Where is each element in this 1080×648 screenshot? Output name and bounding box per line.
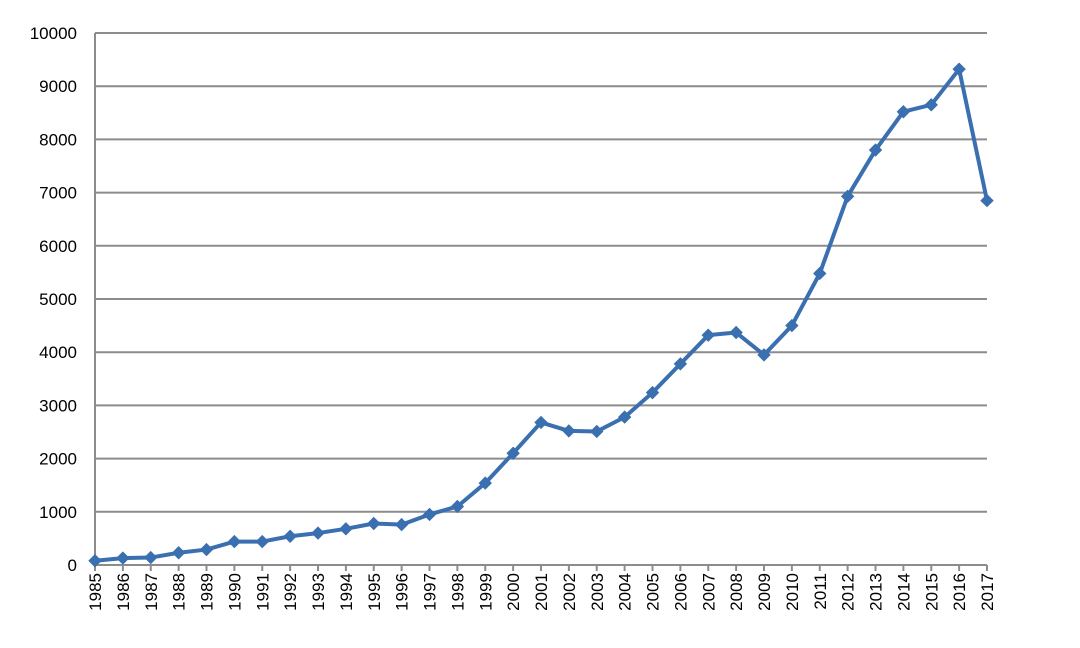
x-tick-label: 1996: [393, 573, 412, 611]
y-tick-label: 7000: [39, 184, 77, 203]
x-tick-label: 2002: [560, 573, 579, 611]
data-point-marker: [645, 385, 660, 400]
x-tick-label: 2006: [671, 573, 690, 611]
data-point-marker: [840, 189, 855, 204]
x-tick-label: 1999: [476, 573, 495, 611]
data-point-marker: [506, 446, 520, 460]
y-tick-label: 9000: [39, 77, 77, 96]
y-tick-label: 6000: [39, 237, 77, 256]
y-tick-label: 5000: [39, 290, 77, 309]
x-tick-label: 2017: [978, 573, 997, 611]
data-point-marker: [227, 534, 242, 549]
x-tick-label: 2008: [727, 573, 746, 611]
data-point-marker: [478, 476, 492, 490]
data-point-marker: [868, 143, 883, 157]
data-point-marker: [590, 424, 604, 439]
data-point-marker: [116, 551, 130, 565]
axes: [94, 33, 988, 571]
y-axis-tick-labels: 0 1000 2000 3000 4000 5000 6000 7000 8000 9000 100…: [30, 24, 77, 575]
x-tick-label: 2004: [616, 573, 635, 611]
y-tick-label: 0: [68, 556, 77, 575]
x-tick-label: 1997: [421, 573, 440, 611]
data-point-marker: [924, 98, 938, 112]
x-tick-label: 1986: [114, 573, 133, 611]
data-point-marker: [701, 328, 715, 342]
series-0: [88, 62, 994, 568]
data-point-marker: [88, 554, 102, 568]
data-point-marker: [617, 410, 632, 424]
data-point-marker: [673, 357, 688, 371]
x-tick-label: 1995: [365, 573, 384, 611]
data-point-marker: [450, 499, 465, 514]
series-line: [93, 67, 989, 563]
y-tick-label: 1000: [39, 503, 77, 522]
y-tick-label: 10000: [30, 24, 77, 43]
y-tick-label: 3000: [39, 396, 77, 415]
y-tick-label: 2000: [39, 450, 77, 469]
data-point-marker: [896, 105, 911, 119]
data-point-marker: [394, 517, 409, 532]
data-point-marker: [283, 529, 297, 543]
x-tick-label: 2012: [839, 573, 858, 611]
x-tick-label: 2000: [504, 573, 523, 611]
series-layer: [88, 62, 994, 568]
x-tick-label: 2005: [644, 573, 663, 611]
data-point-marker: [562, 424, 576, 438]
data-point-marker: [980, 193, 994, 208]
x-tick-label: 1989: [198, 573, 217, 611]
x-tick-label: 1991: [253, 573, 272, 611]
data-point-marker: [785, 318, 799, 333]
x-tick-label: 1993: [309, 573, 328, 611]
x-tick-label: 1994: [337, 573, 356, 611]
x-tick-label: 1992: [281, 573, 300, 611]
data-point-marker: [757, 348, 771, 362]
x-tick-label: 1985: [86, 573, 105, 611]
x-tick-label: 2014: [894, 573, 913, 611]
data-point-marker: [729, 325, 743, 340]
y-tick-label: 4000: [39, 343, 77, 362]
x-tick-label: 2010: [783, 573, 802, 611]
data-point-marker: [422, 507, 437, 522]
x-tick-label: 2016: [950, 573, 969, 611]
data-point-marker: [952, 62, 966, 76]
x-tick-label: 2009: [755, 573, 774, 611]
data-point-marker: [339, 522, 353, 536]
x-tick-label: 2007: [699, 573, 718, 611]
data-point-marker: [367, 516, 381, 531]
x-tick-label: 1998: [448, 573, 467, 611]
x-tick-label: 1987: [142, 573, 161, 611]
data-point-marker: [534, 415, 548, 430]
x-tick-label: 1990: [225, 573, 244, 611]
x-tick-label: 2001: [532, 573, 551, 611]
x-axis-tick-labels: 1985 1986 1987 1988 1989 1990 1991 1992 1993 1994…: [86, 573, 997, 611]
data-point-marker: [255, 534, 269, 549]
x-tick-label: 2015: [922, 573, 941, 611]
x-tick-label: 2003: [588, 573, 607, 611]
x-tick-label: 2013: [867, 573, 886, 611]
data-point-marker: [171, 546, 186, 560]
x-tick-label: 1988: [170, 573, 189, 611]
data-point-marker: [311, 526, 325, 540]
y-tick-label: 8000: [39, 130, 77, 149]
data-point-marker: [199, 542, 214, 557]
data-point-marker: [144, 550, 158, 565]
data-point-marker: [813, 266, 827, 281]
x-tick-label: 2011: [811, 573, 830, 610]
gridlines: [95, 32, 987, 513]
